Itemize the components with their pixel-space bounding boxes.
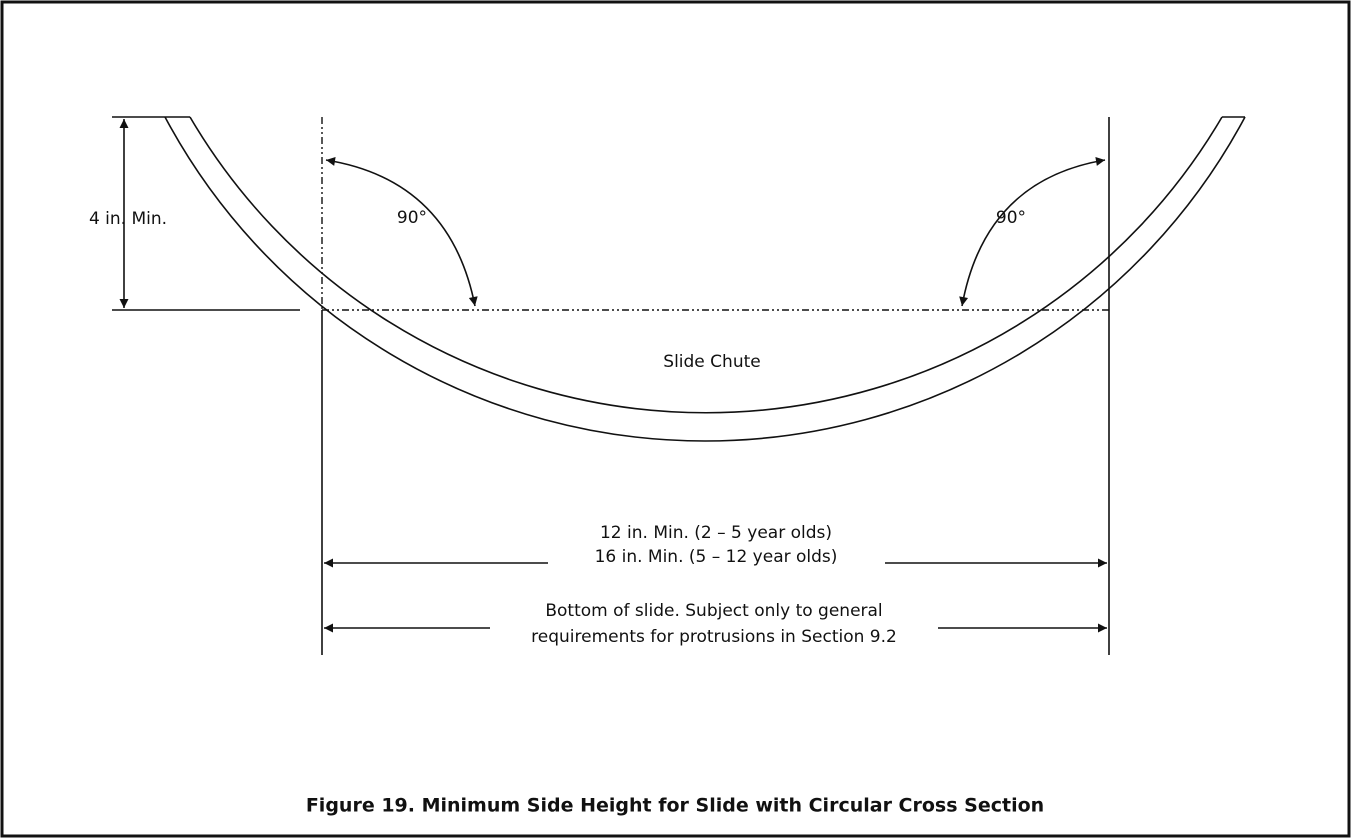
width-label: 16 in. Min. (5 – 12 year olds) xyxy=(595,547,838,567)
angle-arc xyxy=(959,157,1106,307)
chute-outer xyxy=(164,116,1246,442)
angle-label: 90° xyxy=(397,208,427,228)
extension-lines xyxy=(112,116,300,311)
height-label: 4 in. Min. xyxy=(89,209,167,229)
width-label: 12 in. Min. (2 – 5 year olds) xyxy=(600,523,832,543)
angle-label: 90° xyxy=(996,208,1026,228)
caption: Figure 19. Minimum Side Height for Slide… xyxy=(306,795,1044,817)
bottom-label: Bottom of slide. Subject only to general xyxy=(545,601,882,621)
chute-label: Slide Chute xyxy=(663,352,760,372)
bottom-label: requirements for protrusions in Section … xyxy=(531,627,897,647)
angle-arc xyxy=(325,156,478,307)
